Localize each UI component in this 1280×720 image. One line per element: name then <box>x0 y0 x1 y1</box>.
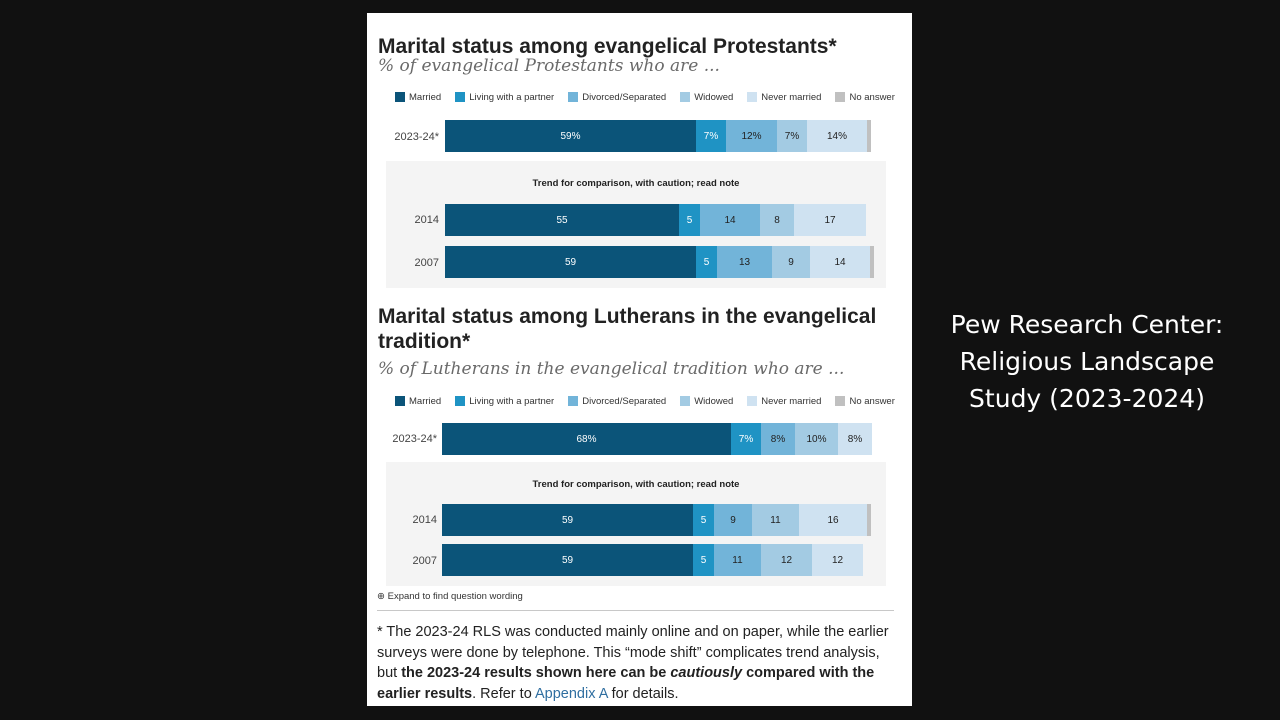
bar-segment-never: 14 <box>810 246 870 278</box>
bar-segment-partner: 7% <box>731 423 761 455</box>
legend-item-widowed: Widowed <box>680 92 733 103</box>
appendix-a-link[interactable]: Appendix A <box>535 685 608 702</box>
bar-segment-widowed: 8 <box>760 204 794 236</box>
legend-swatch-married <box>395 92 405 102</box>
chart1-bar-2007: 59 5 13 9 14 <box>445 246 874 278</box>
legend-item-partner: Living with a partner <box>455 396 554 407</box>
bar-segment-married: 68% <box>442 423 731 455</box>
bar-segment-married: 59% <box>445 120 696 152</box>
chart2-row-label: 2007 <box>412 555 437 567</box>
chart2-title: Marital status among Lutherans in the ev… <box>378 305 877 353</box>
bar-segment-divorced: 13 <box>717 246 772 278</box>
bar-segment-married: 59 <box>442 504 693 536</box>
legend-swatch-never <box>747 396 758 406</box>
footnote: * The 2023-24 RLS was conducted mainly o… <box>377 624 889 702</box>
bar-segment-divorced: 8% <box>761 423 795 455</box>
chart1-row-label: 2014 <box>414 214 439 226</box>
legend-item-never: Never married <box>747 92 821 103</box>
divider <box>377 610 894 611</box>
bar-segment-married: 55 <box>445 204 679 236</box>
bar-segment-divorced: 9 <box>714 504 752 536</box>
chart2-trend-title: Trend for comparison, with caution; read… <box>532 479 740 490</box>
bar-segment-noanswer <box>867 504 871 536</box>
chart1-subtitle: % of evangelical Protestants who are ... <box>378 56 720 76</box>
bar-segment-widowed: 11 <box>752 504 799 536</box>
legend-swatch-never <box>747 92 758 102</box>
legend-item-widowed: Widowed <box>680 396 733 407</box>
legend-item-married: Married <box>395 92 441 103</box>
legend-swatch-noanswer <box>835 92 846 102</box>
legend-swatch-married <box>395 396 405 406</box>
bar-segment-partner: 5 <box>696 246 717 278</box>
bar-segment-divorced: 11 <box>714 544 761 576</box>
legend-item-noanswer: No answer <box>835 92 895 103</box>
plus-circle-icon: ⊕ <box>377 591 385 602</box>
expand-question-wording[interactable]: ⊕ Expand to find question wording <box>377 591 523 602</box>
bar-segment-never: 14% <box>807 120 867 152</box>
legend-swatch-divorced <box>568 396 579 406</box>
chart2-subtitle: % of Lutherans in the evangelical tradit… <box>378 359 845 379</box>
legend-swatch-partner <box>455 92 466 102</box>
bar-segment-married: 59 <box>442 544 693 576</box>
bar-segment-married: 59 <box>445 246 696 278</box>
legend-swatch-widowed <box>680 396 691 406</box>
bar-segment-partner: 5 <box>693 504 714 536</box>
bar-segment-never: 17 <box>794 204 866 236</box>
bar-segment-noanswer <box>870 246 874 278</box>
legend-item-partner: Living with a partner <box>455 92 554 103</box>
chart2-bar-2014: 59 5 9 11 16 <box>442 504 871 536</box>
bar-segment-divorced: 14 <box>700 204 760 236</box>
bar-segment-never: 16 <box>799 504 867 536</box>
caption: Pew Research Center: Religious Landscape… <box>950 310 1224 413</box>
legend-item-noanswer: No answer <box>835 396 895 407</box>
chart2-row-label: 2014 <box>412 514 437 526</box>
legend-item-divorced: Divorced/Separated <box>568 396 666 407</box>
chart2-bar-2007: 59 5 11 12 12 <box>442 544 863 576</box>
chart1-row-label: 2023-24* <box>394 131 439 143</box>
chart1-bar-2014: 55 5 14 8 17 <box>445 204 866 236</box>
bar-segment-widowed: 10% <box>795 423 838 455</box>
chart2-row-label: 2023-24* <box>392 433 437 445</box>
chart1-trend-title: Trend for comparison, with caution; read… <box>532 178 740 189</box>
legend-item-divorced: Divorced/Separated <box>568 92 666 103</box>
bar-segment-widowed: 12 <box>761 544 812 576</box>
bar-segment-divorced: 12% <box>726 120 777 152</box>
bar-segment-partner: 7% <box>696 120 726 152</box>
legend-item-married: Married <box>395 396 441 407</box>
chart1-row-label: 2007 <box>414 257 439 269</box>
chart2-bar-2023: 68% 7% 8% 10% 8% <box>442 423 872 455</box>
chart2-legend: Married Living with a partner Divorced/S… <box>395 394 909 408</box>
bar-segment-partner: 5 <box>679 204 700 236</box>
expand-label: Expand to find question wording <box>387 591 523 602</box>
legend-swatch-divorced <box>568 92 579 102</box>
legend-item-never: Never married <box>747 396 821 407</box>
bar-segment-never: 8% <box>838 423 872 455</box>
bar-segment-partner: 5 <box>693 544 714 576</box>
chart1-title: Marital status among evangelical Protest… <box>378 35 837 58</box>
legend-swatch-noanswer <box>835 396 846 406</box>
legend-swatch-widowed <box>680 92 691 102</box>
legend-swatch-partner <box>455 396 466 406</box>
bar-segment-widowed: 7% <box>777 120 807 152</box>
chart1-legend: Married Living with a partner Divorced/S… <box>395 90 909 104</box>
chart-panel: Marital status among evangelical Protest… <box>367 13 912 706</box>
bar-segment-widowed: 9 <box>772 246 810 278</box>
bar-segment-never: 12 <box>812 544 863 576</box>
chart1-bar-2023: 59% 7% 12% 7% 14% <box>445 120 871 152</box>
bar-segment-noanswer <box>867 120 871 152</box>
